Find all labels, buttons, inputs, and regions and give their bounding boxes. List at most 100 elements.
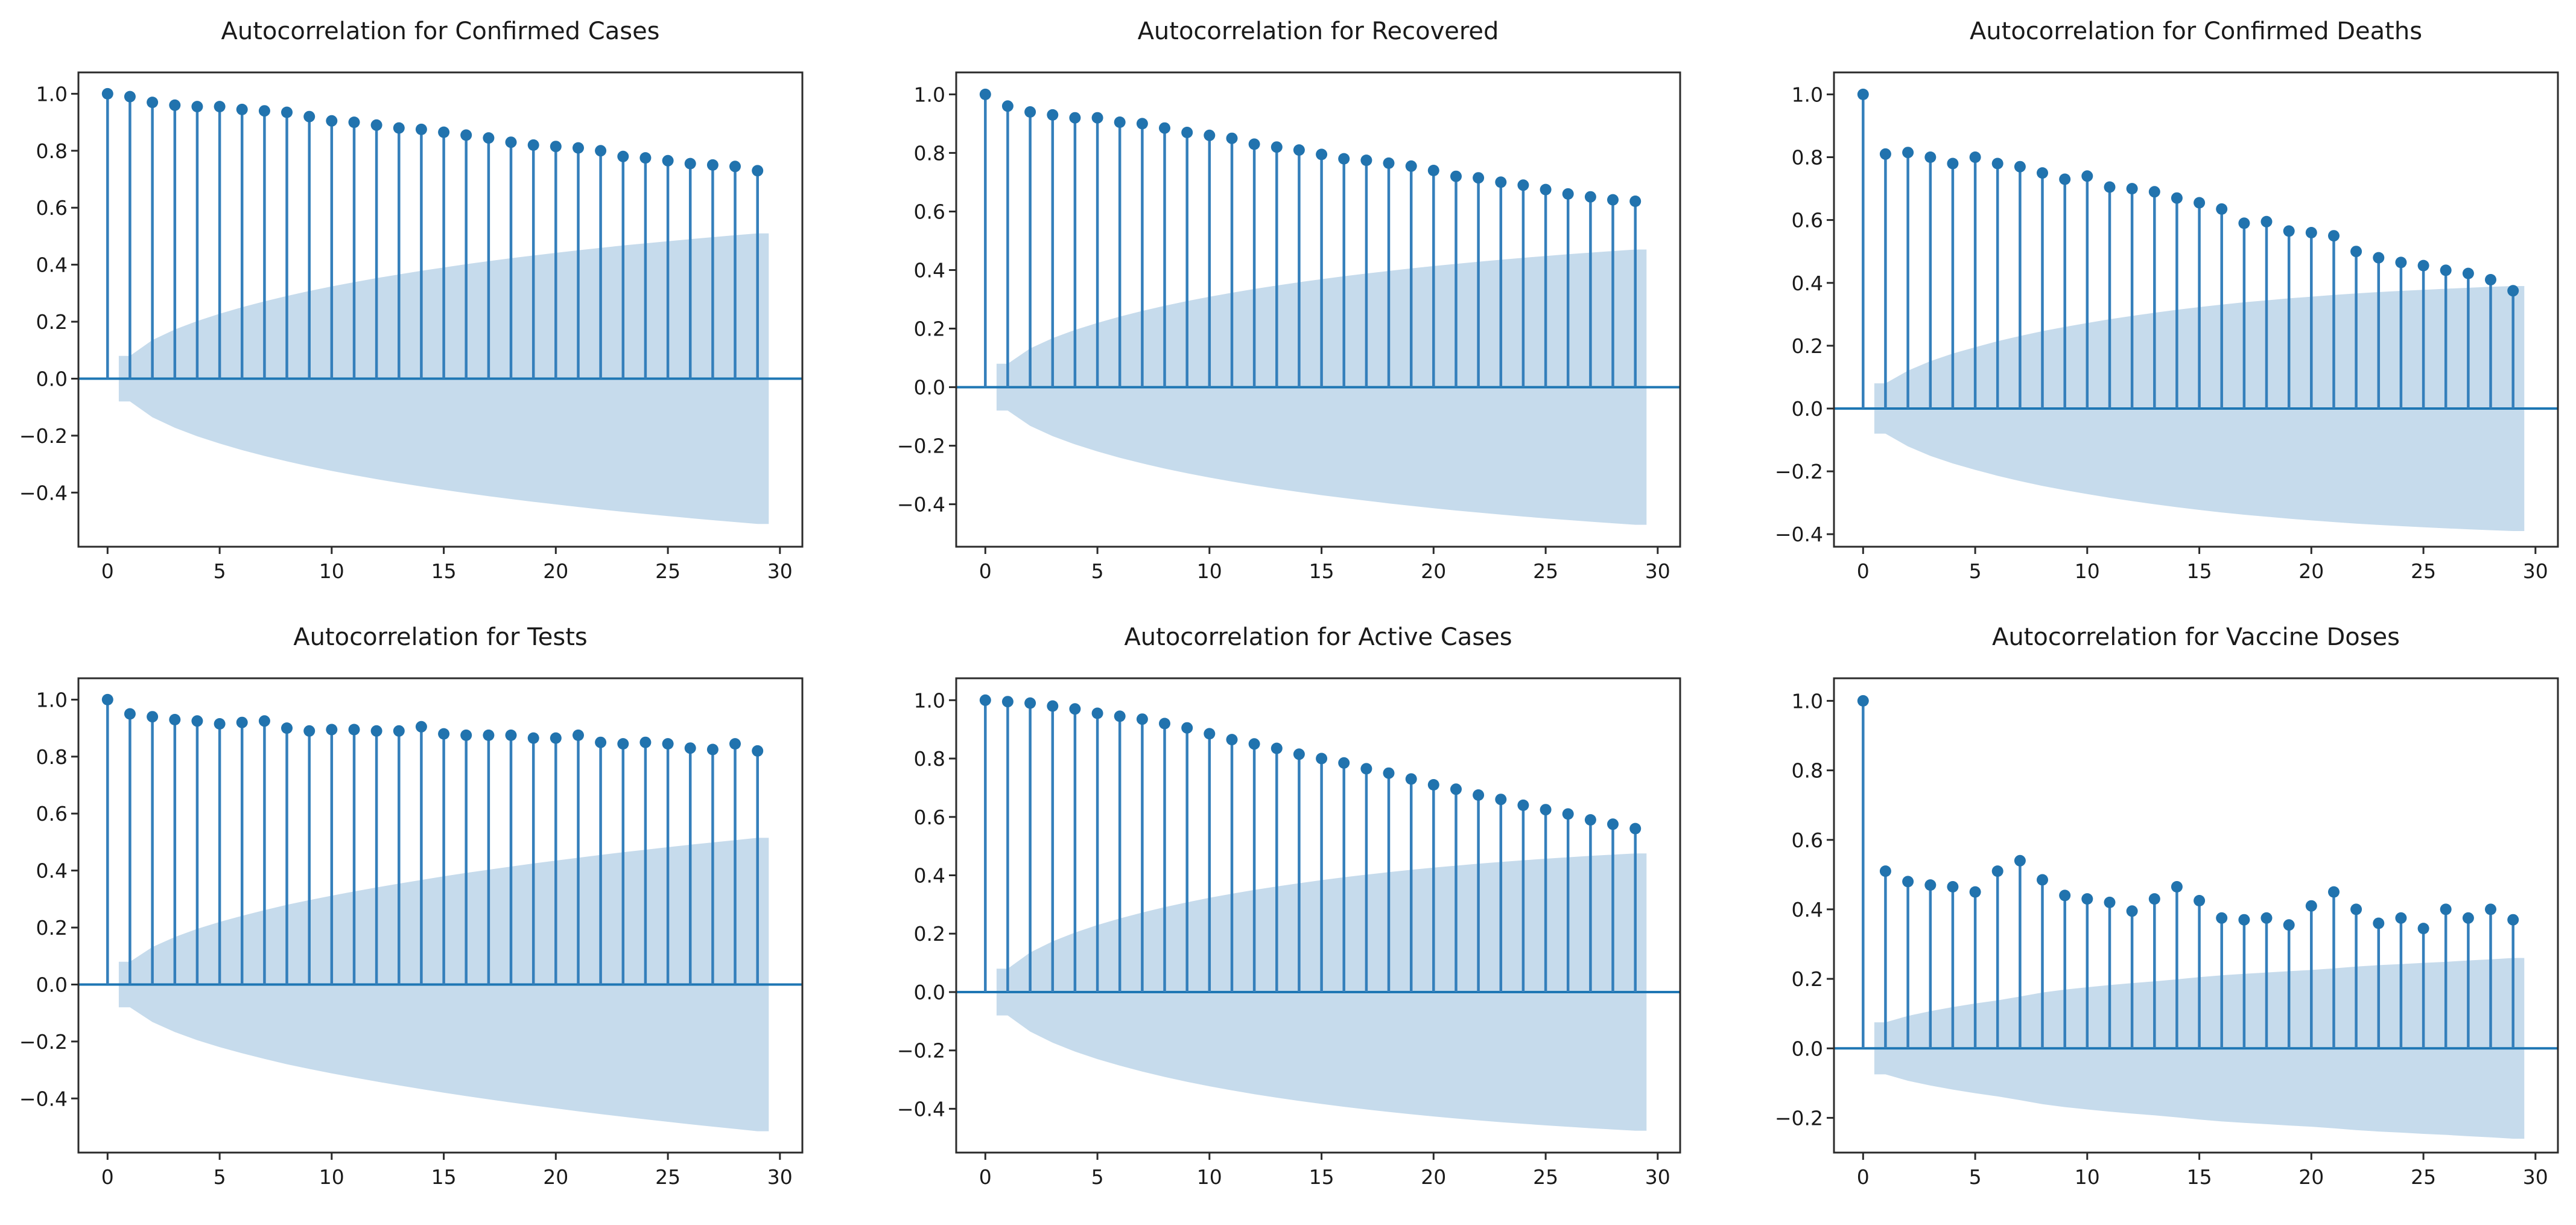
x-tick-label: 5 (1969, 1165, 1982, 1189)
acf-marker (438, 126, 450, 138)
acf-marker (2305, 900, 2317, 912)
acf-marker (639, 152, 652, 164)
x-tick-label: 25 (1533, 1165, 1558, 1189)
stem-series (101, 88, 764, 379)
acf-marker (1879, 148, 1891, 160)
y-tick-label: 0.8 (36, 139, 68, 163)
acf-marker (1091, 707, 1103, 719)
acf-marker (1338, 757, 1350, 769)
acf-marker (2260, 912, 2273, 924)
x-tick-label: 5 (1091, 1165, 1104, 1189)
acf-marker (1495, 794, 1507, 806)
acf-marker (729, 161, 741, 173)
y-axis: 1.0 0.8 0.6 0.4 0.2 0.0 −0.2 −0.4 (897, 83, 956, 517)
y-tick-label: 0.6 (1792, 209, 1823, 232)
acf-marker (1271, 141, 1283, 153)
acf-marker (752, 165, 764, 177)
acf-marker (1947, 158, 1959, 170)
x-tick-label: 15 (1309, 1165, 1334, 1189)
x-tick-label: 20 (543, 1165, 568, 1189)
acf-marker (348, 724, 360, 736)
y-tick-label: −0.4 (19, 481, 68, 504)
acf-marker (303, 725, 316, 737)
y-axis: 1.0 0.8 0.6 0.4 0.2 0.0 −0.2 −0.4 (19, 688, 78, 1110)
x-tick-label: 15 (431, 1165, 457, 1189)
acf-marker (1924, 151, 1937, 163)
acf-marker (2283, 919, 2295, 931)
acf-marker (1857, 695, 1869, 707)
acf-marker (1427, 165, 1439, 176)
acf-marker (2462, 267, 2474, 279)
acf-marker (2462, 912, 2474, 924)
acf-marker (505, 729, 517, 741)
y-tick-label: 0.8 (36, 745, 68, 769)
acf-marker (550, 141, 562, 153)
acf-marker (595, 736, 607, 748)
acf-marker (2037, 874, 2048, 886)
acf-marker (752, 745, 764, 757)
subplot-vaccine-doses: Autocorrelation for Vaccine Doses 0 5 10 15… (1756, 606, 2576, 1215)
x-tick-label: 15 (2187, 1165, 2212, 1189)
x-tick-label: 5 (214, 1165, 226, 1189)
stem-series (1857, 88, 2519, 409)
acf-marker (684, 742, 696, 754)
y-tick-label: 0.8 (914, 747, 945, 771)
acf-marker (169, 714, 181, 725)
acf-marker (1204, 728, 1216, 740)
acf-marker (393, 122, 405, 134)
stem-series (1857, 695, 2519, 1049)
x-axis: 0 5 10 15 20 25 30 (979, 1153, 1670, 1189)
x-axis: 0 5 10 15 20 25 30 (101, 1153, 793, 1189)
acf-marker (2328, 230, 2340, 242)
acf-marker (2194, 197, 2206, 209)
plot-area-tests: 0 5 10 15 20 25 30 1.0 0.8 0.6 0.4 0.2 0.0 −0.2 −0.4 (19, 677, 804, 1189)
y-tick-label: 0.0 (36, 368, 68, 391)
y-tick-label: 0.8 (1792, 759, 1823, 783)
acf-marker (2373, 917, 2385, 929)
y-axis: 1.0 0.8 0.6 0.4 0.2 0.0 −0.2 −0.4 (897, 689, 956, 1121)
y-tick-label: −0.2 (897, 434, 945, 458)
acf-marker (979, 88, 991, 100)
acf-marker (303, 110, 316, 122)
y-tick-label: 0.8 (1792, 146, 1823, 170)
acf-marker (1114, 710, 1126, 722)
plot-area-recovered: 0 5 10 15 20 25 30 1.0 0.8 0.6 0.4 0.2 0.0 −0.2 −0.4 (897, 71, 1681, 583)
plot-area-confirmed-deaths: 0 5 10 15 20 25 30 1.0 0.8 0.6 0.4 0.2 0.0 −0.2 −0.4 (1775, 71, 2559, 583)
acf-marker (236, 103, 248, 115)
acf-marker (460, 129, 472, 141)
acf-marker (1204, 129, 1216, 141)
acf-marker (1629, 822, 1642, 835)
acf-marker (1293, 748, 1305, 760)
x-tick-label: 20 (543, 559, 568, 583)
y-tick-label: 1.0 (36, 688, 68, 711)
axes-frame (1833, 677, 2559, 1154)
acf-marker (2417, 259, 2429, 272)
y-tick-label: −0.2 (1775, 460, 1823, 483)
acf-marker (147, 711, 159, 723)
acf-marker (1517, 799, 1529, 811)
acf-marker (281, 722, 293, 734)
x-tick-label: 30 (767, 1165, 793, 1189)
acf-marker (2014, 161, 2026, 173)
acf-marker (639, 736, 652, 748)
acf-marker (2507, 285, 2519, 297)
y-axis: 1.0 0.8 0.6 0.4 0.2 0.0 −0.2 −0.4 (19, 82, 78, 504)
acf-marker (1902, 147, 1914, 159)
x-tick-label: 15 (2187, 559, 2212, 583)
acf-marker (2485, 274, 2496, 285)
x-tick-label: 10 (319, 1165, 344, 1189)
x-tick-label: 5 (1091, 559, 1104, 583)
y-tick-label: 0.6 (36, 802, 68, 826)
y-tick-label: −0.4 (897, 493, 945, 517)
y-tick-label: −0.2 (19, 1030, 68, 1054)
acf-marker (2283, 225, 2295, 237)
x-axis: 0 5 10 15 20 25 30 (101, 547, 793, 583)
y-tick-label: 0.4 (36, 859, 68, 883)
acf-marker (2350, 246, 2362, 258)
x-tick-label: 10 (2075, 1165, 2100, 1189)
stem-series (979, 694, 1642, 992)
acf-marker (214, 718, 226, 730)
acf-marker (1495, 176, 1507, 188)
acf-marker (1069, 112, 1081, 124)
acf-marker (1226, 734, 1238, 746)
